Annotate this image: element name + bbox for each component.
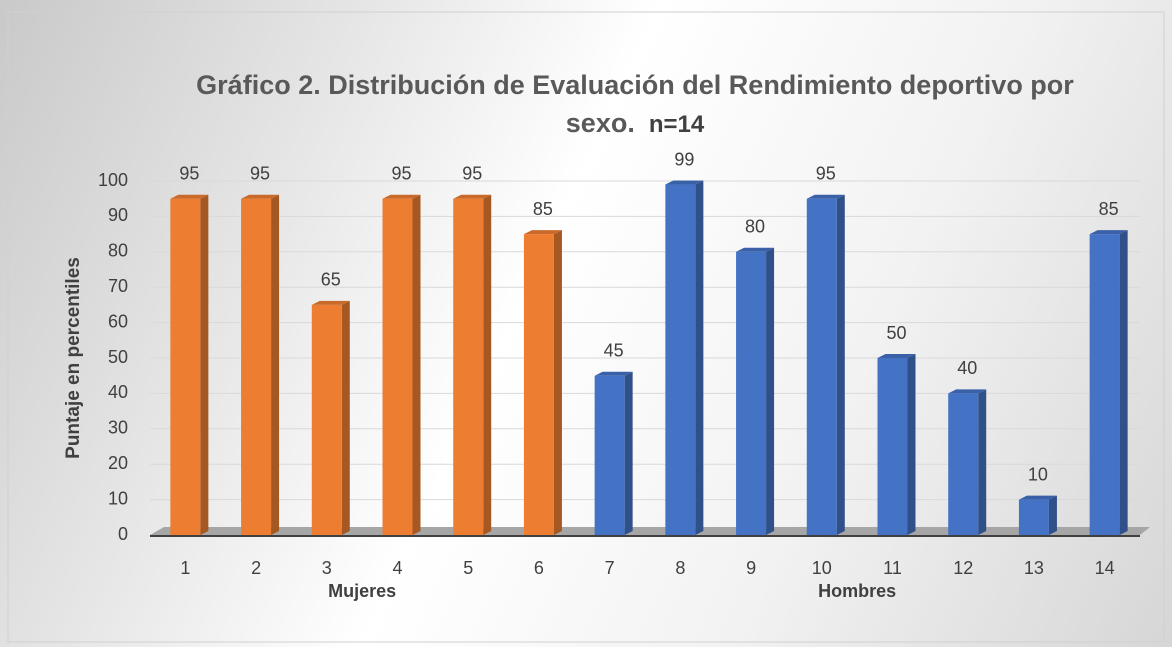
bar-top (877, 354, 916, 358)
bar-top (170, 194, 209, 199)
bar-top (241, 194, 280, 199)
y-tick-label: 100 (98, 170, 128, 190)
bar-top (311, 300, 350, 305)
y-tick-label: 10 (108, 488, 128, 508)
bar (1018, 499, 1049, 535)
data-label: 95 (250, 163, 270, 183)
x-tick-label: 6 (534, 558, 544, 578)
y-tick-label: 0 (118, 524, 128, 544)
x-tick-label: 14 (1095, 558, 1115, 578)
x-tick-label: 13 (1024, 558, 1044, 578)
x-tick-label: 4 (392, 558, 402, 578)
data-label: 65 (321, 270, 341, 290)
bar-top (948, 389, 987, 394)
bar-side (836, 194, 845, 535)
bar-side (624, 371, 633, 535)
data-label: 45 (604, 340, 624, 360)
bar-side (695, 180, 704, 536)
bar-top (382, 194, 421, 199)
bar-side (553, 230, 562, 535)
bar-side (412, 194, 421, 535)
bar-top (594, 371, 633, 376)
bar-side (341, 300, 350, 535)
data-label: 80 (745, 217, 765, 237)
x-tick-label: 12 (953, 558, 973, 578)
chart-subtitle: n=14 (648, 111, 705, 138)
bar (453, 198, 484, 535)
y-tick-label: 90 (108, 205, 128, 225)
data-label: 50 (886, 323, 906, 343)
data-label: 85 (1099, 199, 1119, 219)
bar (948, 393, 979, 535)
bar-top (1089, 230, 1128, 235)
bar (736, 251, 767, 536)
data-label: 95 (391, 163, 411, 183)
bar-side (766, 247, 775, 536)
bar-top (665, 180, 704, 185)
x-tick-label: 7 (605, 558, 615, 578)
data-label: 99 (674, 149, 694, 169)
x-tick-label: 3 (322, 558, 332, 578)
y-tick-label: 50 (108, 347, 128, 367)
x-tick-label: 1 (180, 558, 190, 578)
data-label: 95 (179, 163, 199, 183)
bar (382, 198, 413, 535)
bar (170, 198, 201, 535)
bar-top (1018, 495, 1057, 500)
y-tick-label: 80 (108, 241, 128, 261)
frame (7, 11, 1165, 643)
chart-title-block: Gráfico 2. Distribución de Evaluación de… (160, 66, 1110, 144)
bar (877, 358, 908, 535)
y-tick-label: 70 (108, 276, 128, 296)
bar-top (736, 247, 775, 252)
x-tick-label: 10 (812, 558, 832, 578)
x-tick-label: 9 (746, 558, 756, 578)
bar-side (978, 389, 987, 535)
y-tick-label: 60 (108, 311, 128, 331)
bar (311, 304, 342, 535)
x-tick-label: 8 (675, 558, 685, 578)
chart-title: Gráfico 2. Distribución de Evaluación de… (196, 70, 1074, 138)
bar-side (1048, 495, 1057, 535)
bar (1089, 234, 1120, 535)
y-tick-label: 20 (108, 453, 128, 473)
y-tick-label: 30 (108, 418, 128, 438)
bar (523, 234, 554, 535)
y-tick-label: 40 (108, 382, 128, 402)
group-label: Mujeres (328, 581, 396, 601)
data-label: 10 (1028, 464, 1048, 484)
bar-top (523, 230, 562, 235)
bar-top (453, 194, 492, 199)
x-tick-label: 2 (251, 558, 261, 578)
y-axis-label: Puntaje en percentiles (63, 257, 84, 459)
floor (150, 527, 1150, 535)
bar-side (1119, 230, 1128, 535)
bar-side (483, 194, 492, 535)
bar-side (907, 354, 916, 535)
bar (594, 375, 625, 535)
x-tick-label: 11 (883, 558, 902, 578)
group-label: Hombres (818, 581, 896, 601)
data-label: 40 (957, 358, 977, 378)
x-tick-label: 5 (463, 558, 473, 578)
data-label: 95 (816, 163, 836, 183)
bar-top (806, 194, 845, 199)
bar-side (271, 194, 280, 535)
data-label: 95 (462, 163, 482, 183)
bar (241, 198, 272, 535)
bar (665, 184, 696, 536)
data-label: 85 (533, 199, 553, 219)
bar (806, 198, 837, 535)
bar-side (200, 194, 209, 535)
